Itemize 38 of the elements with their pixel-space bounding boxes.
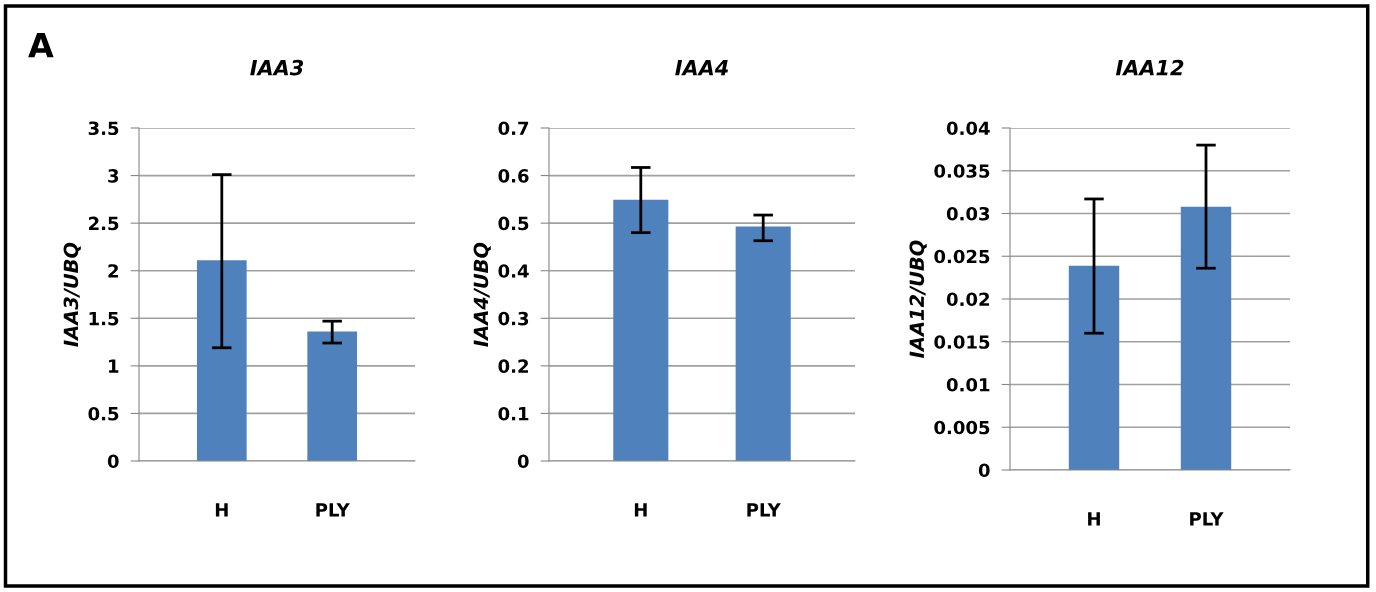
y-tick-label: 3	[108, 169, 119, 183]
y-tick-label: 0.5	[498, 216, 529, 231]
y-tick-label: 0.03	[946, 206, 990, 221]
y-tick-label: 0.01	[946, 377, 990, 392]
text: A	[28, 32, 54, 58]
y-tick-label: 1.5	[89, 311, 119, 326]
y-tick-label: 0.3	[498, 311, 529, 326]
y-tick-label: 0.7	[498, 121, 529, 136]
chart-title: IAA4	[675, 60, 728, 76]
y-tick-label: 2	[108, 264, 118, 278]
y-tick-label: 2.5	[89, 216, 119, 231]
y-tick-label: 0.6	[498, 169, 529, 183]
y-tick-label: 0.2	[498, 359, 528, 373]
y-tick-label: 0.005	[934, 420, 990, 435]
y-tick-label: 1	[109, 359, 119, 373]
x-tick-label: PLY	[1190, 512, 1224, 526]
x-tick-label: H	[634, 503, 647, 517]
y-axis-title: IAA3/UBQ	[63, 242, 81, 347]
y-tick-label: 0	[517, 454, 529, 469]
y-tick-label: 0.02	[946, 292, 989, 307]
y-axis-title: IAA4/UBQ	[473, 242, 491, 347]
chart-title: IAA12	[1115, 59, 1184, 76]
y-tick-label: 0.025	[934, 249, 990, 264]
y-tick-label: 0	[978, 463, 990, 478]
y-tick-label: 0.035	[934, 164, 990, 178]
y-tick-label: 3.5	[88, 121, 119, 136]
y-tick-label: 0.04	[946, 121, 990, 136]
x-tick-label: H	[1088, 512, 1100, 526]
y-tick-label: 0.015	[934, 335, 990, 349]
y-tick-label: 0.5	[88, 406, 119, 421]
x-tick-label: PLY	[316, 503, 350, 517]
x-tick-label: PLY	[747, 503, 781, 517]
y-tick-label: 0.4	[498, 264, 529, 278]
y-axis-title: IAA12/UBQ	[909, 240, 927, 358]
y-tick-label: 0.1	[498, 406, 529, 421]
y-tick-label: 0	[107, 454, 119, 469]
chart-title: IAA3	[250, 59, 304, 76]
x-tick-label: H	[215, 503, 228, 517]
